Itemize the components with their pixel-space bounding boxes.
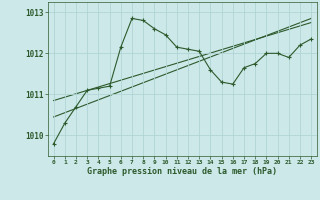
X-axis label: Graphe pression niveau de la mer (hPa): Graphe pression niveau de la mer (hPa) xyxy=(87,167,277,176)
